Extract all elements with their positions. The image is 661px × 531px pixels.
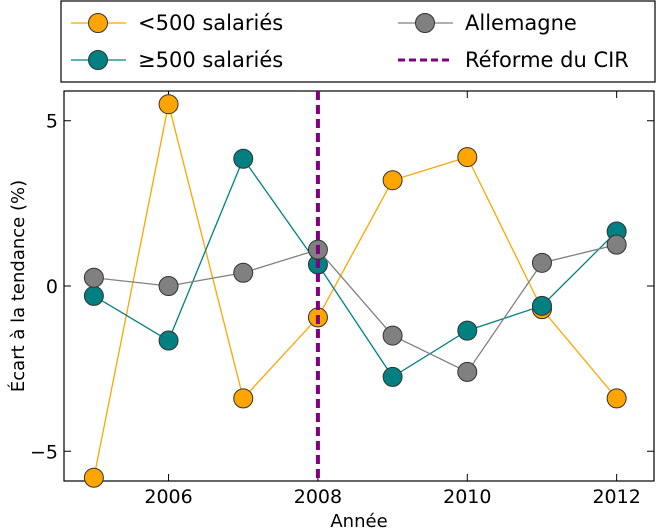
data-point-large-firms [233,148,254,169]
data-point-germany [83,267,104,288]
plot-frame [63,90,655,482]
data-point-small-firms [83,467,104,488]
data-point-germany [158,276,179,296]
legend-entry-germany: Allemagne [398,11,577,35]
x-tick-label: 2006 [144,486,192,508]
series-line-large-firms [93,157,618,378]
ticks-layer: 2006 2008 2010 2012 −5 0 5 [30,91,654,508]
legend-marker-germany [415,13,435,33]
x-tick-label: 2010 [443,486,491,508]
data-point-germany [382,325,403,346]
data-point-large-firms [382,366,403,387]
data-point-small-firms [457,147,478,168]
data-point-small-firms [158,94,179,115]
legend-label-germany: Allemagne [465,11,577,35]
y-tick-label: −5 [30,441,58,463]
data-point-large-firms [531,295,552,316]
legend-entry-large-firms: ≥500 salariés [71,48,283,72]
data-point-large-firms [158,330,179,351]
data-point-germany [233,262,254,283]
series-line-small-firms [93,104,618,478]
legend-label-small-firms: <500 salariés [138,11,283,35]
x-tick-label: 2008 [294,486,342,508]
legend-label-reform: Réforme du CIR [465,48,629,72]
plot-area: 2006 2008 2010 2012 −5 0 5 [30,90,655,508]
y-axis-label: Écart à la tendance (%) [7,180,29,392]
data-point-germany [531,252,552,273]
y-tick-label: 0 [46,276,58,298]
y-tick-label: 5 [46,111,58,133]
data-point-small-firms [382,170,403,191]
data-point-large-firms [83,285,104,306]
legend-entry-small-firms: <500 salariés [71,11,283,35]
x-tick-label: 2012 [592,486,640,508]
data-point-small-firms [606,388,627,409]
data-point-germany [606,234,627,255]
data-point-large-firms [457,320,478,341]
x-axis-label: Année [330,511,387,531]
legend-frame [60,0,656,83]
data-point-small-firms [233,388,254,409]
legend-marker-large-firms [88,50,108,70]
legend-entry-reform: Réforme du CIR [398,48,629,72]
legend-marker-small-firms [88,13,108,33]
series-line-germany [93,244,617,373]
legend: <500 salariés ≥500 salariés Allemagne Ré… [60,0,656,83]
data-point-germany [457,361,478,382]
legend-label-large-firms: ≥500 salariés [138,48,283,72]
